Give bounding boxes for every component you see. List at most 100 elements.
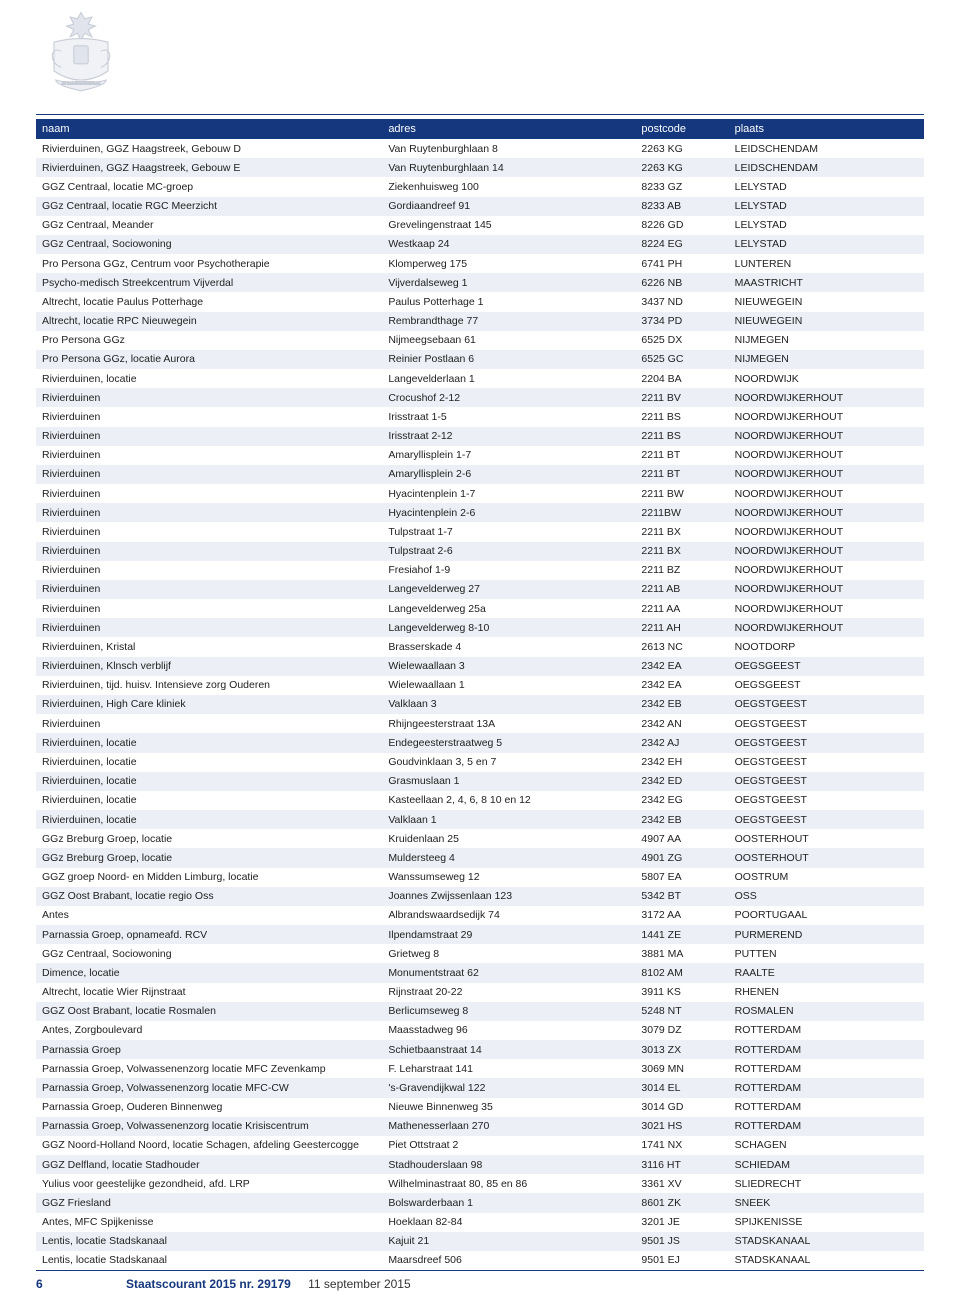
table-cell: 5807 EA bbox=[635, 868, 728, 887]
table-cell: Parnassia Groep, Ouderen Binnenweg bbox=[36, 1098, 382, 1117]
table-cell: Maasstadweg 96 bbox=[382, 1021, 635, 1040]
table-cell: Altrecht, locatie RPC Nieuwegein bbox=[36, 312, 382, 331]
table-row: Altrecht, locatie RPC NieuwegeinRembrand… bbox=[36, 312, 924, 331]
table-cell: 2613 NC bbox=[635, 637, 728, 656]
table-row: Rivierduinen, locatieLangevelderlaan 122… bbox=[36, 369, 924, 388]
table-cell: 2211 AB bbox=[635, 580, 728, 599]
table-cell: Tulpstraat 2-6 bbox=[382, 542, 635, 561]
table-row: RivierduinenHyacintenplein 2-62211BWNOOR… bbox=[36, 503, 924, 522]
table-cell: GGz Centraal, locatie RGC Meerzicht bbox=[36, 197, 382, 216]
table-row: GGZ Noord-Holland Noord, locatie Schagen… bbox=[36, 1136, 924, 1155]
table-cell: ROTTERDAM bbox=[729, 1021, 924, 1040]
table-cell: Parnassia Groep, Volwassenenzorg locatie… bbox=[36, 1078, 382, 1097]
table-cell: Rivierduinen bbox=[36, 542, 382, 561]
table-cell: NOORDWIJKERHOUT bbox=[729, 484, 924, 503]
table-cell: OEGSTGEEST bbox=[729, 733, 924, 752]
locations-table: naam adres postcode plaats Rivierduinen,… bbox=[36, 119, 924, 1270]
table-cell: 3013 ZX bbox=[635, 1040, 728, 1059]
table-cell: Nieuwe Binnenweg 35 bbox=[382, 1098, 635, 1117]
table-cell: 's-Gravendijkwal 122 bbox=[382, 1078, 635, 1097]
table-row: GGZ Oost Brabant, locatie RosmalenBerlic… bbox=[36, 1002, 924, 1021]
table-row: RivierduinenHyacintenplein 1-72211 BWNOO… bbox=[36, 484, 924, 503]
table-row: Altrecht, locatie Wier RijnstraatRijnstr… bbox=[36, 983, 924, 1002]
table-row: Rivierduinen, tijd. huisv. Intensieve zo… bbox=[36, 676, 924, 695]
table-cell: 2263 KG bbox=[635, 139, 728, 158]
table-cell: Antes, MFC Spijkenisse bbox=[36, 1213, 382, 1232]
table-row: Parnassia Groep, Volwassenenzorg locatie… bbox=[36, 1059, 924, 1078]
table-cell: Mathenesserlaan 270 bbox=[382, 1117, 635, 1136]
table-cell: Antes bbox=[36, 906, 382, 925]
table-cell: Rivierduinen bbox=[36, 465, 382, 484]
table-cell: Pro Persona GGz bbox=[36, 331, 382, 350]
table-row: RivierduinenIrisstraat 2-122211 BSNOORDW… bbox=[36, 427, 924, 446]
table-cell: Klomperweg 175 bbox=[382, 254, 635, 273]
table-cell: Pro Persona GGz, Centrum voor Psychother… bbox=[36, 254, 382, 273]
table-cell: 2342 AJ bbox=[635, 733, 728, 752]
table-cell: NOORDWIJKERHOUT bbox=[729, 580, 924, 599]
table-cell: Rivierduinen, Klnsch verblijf bbox=[36, 657, 382, 676]
table-cell: 2211 AH bbox=[635, 618, 728, 637]
table-cell: Nijmeegsebaan 61 bbox=[382, 331, 635, 350]
table-cell: F. Leharstraat 141 bbox=[382, 1059, 635, 1078]
table-row: Parnassia Groep, Volwassenenzorg locatie… bbox=[36, 1078, 924, 1097]
table-cell: LELYSTAD bbox=[729, 177, 924, 196]
table-row: Yulius voor geestelijke gezondheid, afd.… bbox=[36, 1174, 924, 1193]
table-cell: Brasserskade 4 bbox=[382, 637, 635, 656]
table-cell: Rivierduinen, locatie bbox=[36, 772, 382, 791]
col-header-adres: adres bbox=[382, 119, 635, 139]
table-cell: GGZ Oost Brabant, locatie regio Oss bbox=[36, 887, 382, 906]
table-cell: Rijnstraat 20-22 bbox=[382, 983, 635, 1002]
table-row: Rivierduinen, Klnsch verblijfWielewaalla… bbox=[36, 657, 924, 676]
table-cell: Piet Ottstraat 2 bbox=[382, 1136, 635, 1155]
page-number: 6 bbox=[36, 1277, 43, 1291]
table-row: GGZ groep Noord- en Midden Limburg, loca… bbox=[36, 868, 924, 887]
table-cell: Wanssumseweg 12 bbox=[382, 868, 635, 887]
table-cell: OEGSTGEEST bbox=[729, 695, 924, 714]
table-cell: ROTTERDAM bbox=[729, 1098, 924, 1117]
table-cell: 3201 JE bbox=[635, 1213, 728, 1232]
table-cell: Hoeklaan 82-84 bbox=[382, 1213, 635, 1232]
table-cell: 2211 BZ bbox=[635, 561, 728, 580]
table-cell: 2342 ED bbox=[635, 772, 728, 791]
table-row: Pro Persona GGzNijmeegsebaan 616525 DXNI… bbox=[36, 331, 924, 350]
table-row: Dimence, locatieMonumentstraat 628102 AM… bbox=[36, 963, 924, 982]
table-cell: Rivierduinen, High Care kliniek bbox=[36, 695, 382, 714]
table-cell: NOORDWIJKERHOUT bbox=[729, 427, 924, 446]
table-cell: NOORDWIJKERHOUT bbox=[729, 522, 924, 541]
table-cell: Ilpendamstraat 29 bbox=[382, 925, 635, 944]
table-cell: Rivierduinen bbox=[36, 503, 382, 522]
table-cell: Yulius voor geestelijke gezondheid, afd.… bbox=[36, 1174, 382, 1193]
table-cell: ROTTERDAM bbox=[729, 1078, 924, 1097]
table-cell: Kajuit 21 bbox=[382, 1232, 635, 1251]
table-row: Parnassia Groep, Ouderen BinnenwegNieuwe… bbox=[36, 1098, 924, 1117]
table-cell: 8224 EG bbox=[635, 235, 728, 254]
table-cell: OEGSTGEEST bbox=[729, 791, 924, 810]
table-cell: GGZ groep Noord- en Midden Limburg, loca… bbox=[36, 868, 382, 887]
table-row: Lentis, locatie StadskanaalKajuit 219501… bbox=[36, 1232, 924, 1251]
page: JE MAINTIENDRAI naam adres postcode plaa… bbox=[0, 0, 960, 1305]
table-cell: Van Ruytenburghlaan 14 bbox=[382, 158, 635, 177]
table-cell: NIEUWEGEIN bbox=[729, 312, 924, 331]
table-cell: 8102 AM bbox=[635, 963, 728, 982]
table-cell: GGz Breburg Groep, locatie bbox=[36, 848, 382, 867]
table-cell: SNEEK bbox=[729, 1193, 924, 1212]
table-cell: 3911 KS bbox=[635, 983, 728, 1002]
table-cell: Wielewaallaan 1 bbox=[382, 676, 635, 695]
table-cell: 2342 EA bbox=[635, 657, 728, 676]
table-cell: PURMEREND bbox=[729, 925, 924, 944]
table-cell: OEGSTGEEST bbox=[729, 714, 924, 733]
table-cell: Rhijngeesterstraat 13A bbox=[382, 714, 635, 733]
table-cell: GGz Breburg Groep, locatie bbox=[36, 829, 382, 848]
table-cell: Bolswarderbaan 1 bbox=[382, 1193, 635, 1212]
table-cell: Antes, Zorgboulevard bbox=[36, 1021, 382, 1040]
table-cell: Langevelderweg 25a bbox=[382, 599, 635, 618]
table-cell: GGZ Friesland bbox=[36, 1193, 382, 1212]
table-row: GGZ Delfland, locatie StadhouderStadhoud… bbox=[36, 1155, 924, 1174]
table-cell: Hyacintenplein 1-7 bbox=[382, 484, 635, 503]
table-cell: 2342 EB bbox=[635, 810, 728, 829]
crest-logo: JE MAINTIENDRAI bbox=[36, 8, 126, 98]
table-cell: NIJMEGEN bbox=[729, 350, 924, 369]
table-row: Antes, MFC SpijkenisseHoeklaan 82-843201… bbox=[36, 1213, 924, 1232]
table-cell: 2342 EB bbox=[635, 695, 728, 714]
table-cell: Rivierduinen bbox=[36, 427, 382, 446]
